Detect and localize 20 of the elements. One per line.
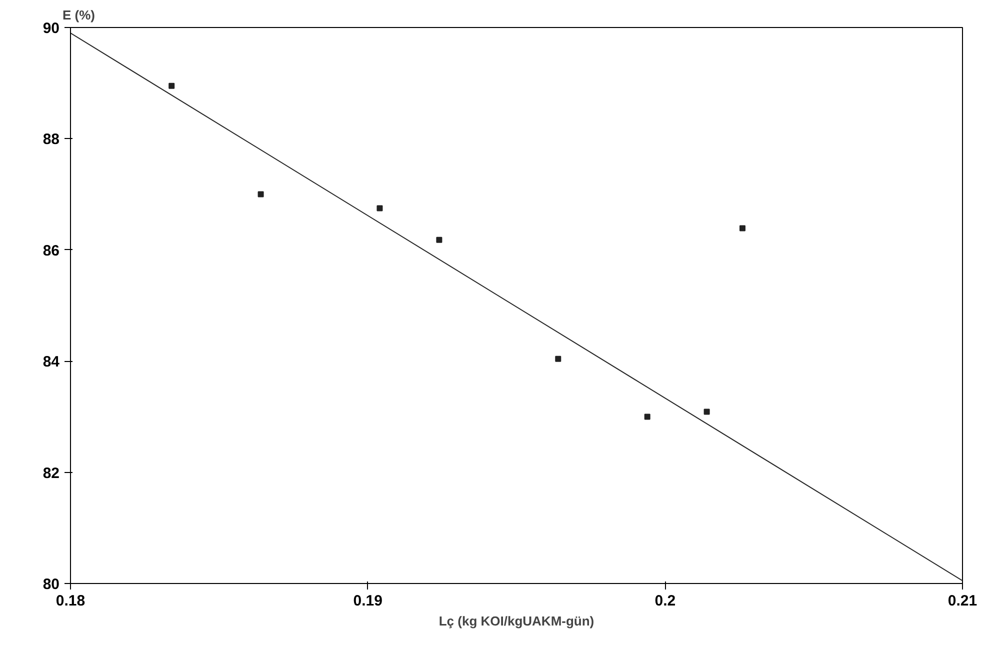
y-tick-label: 82 — [42, 464, 60, 482]
point — [258, 191, 264, 198]
x-tick-label: 0.21 — [948, 592, 978, 610]
y-tick-label: 80 — [42, 576, 60, 593]
x-axis-title: Lç (kg KOI/kgUAKM-gün) — [438, 614, 594, 628]
y-tick-label: 84 — [42, 354, 60, 371]
y-tick-label: 90 — [42, 20, 60, 37]
point — [376, 205, 383, 212]
y-tick-label: 86 — [42, 242, 60, 260]
point — [168, 82, 175, 89]
y-tick-label: 88 — [42, 131, 60, 148]
point — [704, 408, 710, 415]
point — [739, 225, 746, 232]
y-axis-title: E (%) — [62, 8, 95, 22]
x-tick-label: 0.2 — [654, 592, 676, 610]
x-tick-label: 0.18 — [56, 592, 86, 610]
point — [436, 236, 442, 243]
x-tick-label: 0.19 — [353, 592, 382, 610]
point — [644, 414, 650, 420]
point — [555, 356, 562, 362]
